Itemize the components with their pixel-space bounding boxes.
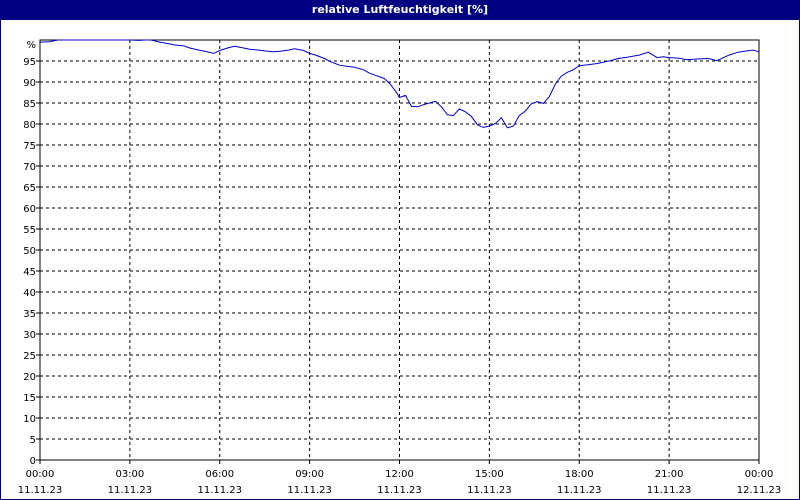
x-tick-date-label: 11.11.23: [647, 485, 692, 496]
y-tick-label: 35: [23, 309, 36, 320]
grid-lines: [36, 40, 760, 464]
y-tick-label: 55: [23, 225, 36, 236]
y-tick-label: 70: [23, 162, 36, 173]
x-tick-date-label: 11.11.23: [557, 485, 602, 496]
y-tick-label: 20: [23, 372, 36, 383]
chart-title: relative Luftfeuchtigkeit [%]: [0, 0, 800, 20]
y-tick-label: 0: [30, 456, 36, 467]
y-tick-label: 5: [30, 435, 36, 446]
y-tick-label: 75: [23, 141, 36, 152]
x-axis-ticks: 00:00 11.11.23 03:00 11.11.23 06:00 11.11.23 0…: [18, 469, 782, 496]
y-tick-label: 50: [23, 246, 36, 257]
y-tick-label: 90: [23, 78, 36, 89]
x-tick-time-label: 06:00: [205, 469, 234, 480]
y-tick-label: 30: [23, 330, 36, 341]
y-tick-label: 85: [23, 99, 36, 110]
x-tick-time-label: 21:00: [655, 469, 684, 480]
x-tick-date-label: 11.11.23: [108, 485, 153, 496]
humidity-series-line: [39, 39, 760, 129]
x-tick-time-label: 00:00: [26, 469, 55, 480]
y-tick-label: 60: [23, 204, 36, 215]
y-tick-label: 45: [23, 267, 36, 278]
y-tick-label: 40: [23, 288, 36, 299]
y-tick-label: 95: [23, 57, 36, 68]
x-tick-date-label: 11.11.23: [287, 485, 332, 496]
x-tick-time-label: 18:00: [565, 469, 594, 480]
x-tick-date-label: 12.11.23: [737, 485, 782, 496]
x-tick-time-label: 00:00: [745, 469, 774, 480]
y-tick-label: 15: [23, 393, 36, 404]
y-axis-unit-label: %: [26, 40, 36, 51]
y-tick-label: 25: [23, 351, 36, 362]
x-tick-date-label: 11.11.23: [377, 485, 422, 496]
x-tick-time-label: 09:00: [295, 469, 324, 480]
x-tick-date-label: 11.11.23: [197, 485, 242, 496]
x-tick-time-label: 15:00: [475, 469, 504, 480]
x-tick-date-label: 11.11.23: [467, 485, 512, 496]
y-tick-label: 65: [23, 183, 36, 194]
y-axis-ticks: 0 5 10 15 20 25 30 35 40 45 50 55 60 65 70 75 80 85 90 95: [23, 57, 36, 467]
x-tick-time-label: 12:00: [385, 469, 414, 480]
x-tick-date-label: 11.11.23: [18, 485, 63, 496]
x-tick-time-label: 03:00: [115, 469, 144, 480]
y-tick-label: 80: [23, 120, 36, 131]
y-tick-label: 10: [23, 414, 36, 425]
